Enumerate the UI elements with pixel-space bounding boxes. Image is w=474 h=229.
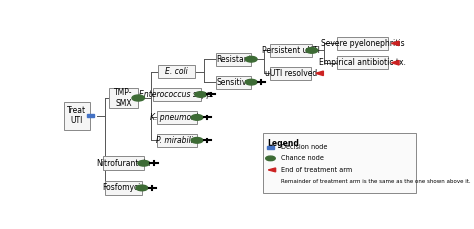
Circle shape (132, 95, 145, 101)
Text: P. mirabilis: P. mirabilis (156, 136, 197, 145)
Text: Decision node: Decision node (281, 144, 327, 150)
Text: uUTI resolved: uUTI resolved (264, 69, 317, 78)
FancyBboxPatch shape (153, 88, 201, 101)
FancyBboxPatch shape (64, 101, 90, 130)
Polygon shape (268, 168, 275, 172)
FancyBboxPatch shape (263, 133, 416, 193)
Bar (87, 114, 93, 117)
Polygon shape (392, 41, 399, 46)
Circle shape (136, 185, 148, 191)
Circle shape (246, 79, 257, 85)
FancyBboxPatch shape (216, 53, 251, 66)
FancyBboxPatch shape (158, 65, 195, 78)
FancyBboxPatch shape (103, 156, 144, 170)
Text: TMP-
SMX: TMP- SMX (114, 88, 133, 108)
Text: Severe pyelonephritis: Severe pyelonephritis (320, 39, 404, 48)
FancyBboxPatch shape (271, 67, 311, 80)
FancyBboxPatch shape (216, 76, 251, 89)
Text: Legend: Legend (267, 139, 300, 147)
Text: K. pneumonia: K. pneumonia (150, 113, 203, 122)
Text: Treat
UTI: Treat UTI (67, 106, 86, 125)
FancyBboxPatch shape (156, 111, 197, 124)
Polygon shape (316, 71, 323, 76)
Circle shape (195, 92, 207, 97)
Text: Fosfomycin: Fosfomycin (102, 183, 145, 192)
Text: Nitrofurantoin: Nitrofurantoin (96, 159, 151, 168)
Bar (267, 146, 274, 149)
Text: Remainder of treatment arm is the same as the one shown above it.: Remainder of treatment arm is the same a… (281, 179, 470, 184)
FancyBboxPatch shape (156, 134, 197, 147)
FancyBboxPatch shape (337, 37, 388, 50)
Circle shape (246, 56, 257, 62)
Text: E. coli: E. coli (165, 67, 188, 76)
FancyBboxPatch shape (109, 88, 138, 108)
Text: Sensitive: Sensitive (216, 78, 251, 87)
Circle shape (191, 114, 203, 120)
Circle shape (138, 161, 150, 166)
Text: Resistant: Resistant (216, 55, 252, 64)
FancyBboxPatch shape (337, 56, 388, 69)
FancyBboxPatch shape (270, 44, 312, 57)
Circle shape (266, 156, 275, 161)
Text: Enterococcus supp.: Enterococcus supp. (139, 90, 214, 99)
Text: Chance node: Chance node (281, 155, 324, 161)
Polygon shape (392, 60, 399, 65)
Text: End of treatment arm: End of treatment arm (281, 167, 352, 173)
FancyBboxPatch shape (105, 181, 142, 195)
Text: Persistent uUTI: Persistent uUTI (262, 46, 319, 55)
Circle shape (306, 48, 318, 53)
Text: Empirical antibiotic tx.: Empirical antibiotic tx. (319, 58, 406, 67)
Circle shape (191, 137, 203, 143)
